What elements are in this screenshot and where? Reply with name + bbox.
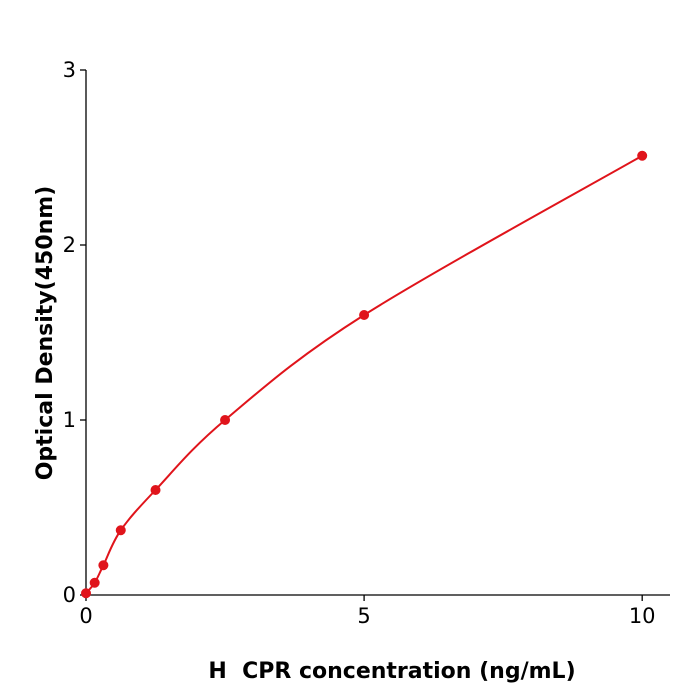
y-tick-label: 1 [63, 408, 76, 432]
data-point [89, 577, 100, 588]
data-point [81, 588, 91, 599]
x-tick-label: 10 [629, 604, 656, 628]
data-point [98, 560, 109, 571]
data-point [150, 485, 161, 495]
data-point [115, 525, 126, 536]
fit-curve [85, 154, 643, 594]
x-tick-label: 0 [79, 604, 92, 628]
y-axis-label: Optical Density(450nm) [33, 186, 58, 481]
data-point [359, 310, 370, 320]
x-axis-label: H CPR concentration (ng/mL) [208, 659, 575, 684]
data-point [637, 150, 648, 161]
data-point [220, 415, 231, 425]
y-tick-label: 0 [63, 583, 76, 607]
y-tick-label: 3 [63, 58, 76, 82]
y-tick-label: 2 [63, 233, 76, 257]
x-tick-label: 5 [357, 604, 370, 628]
